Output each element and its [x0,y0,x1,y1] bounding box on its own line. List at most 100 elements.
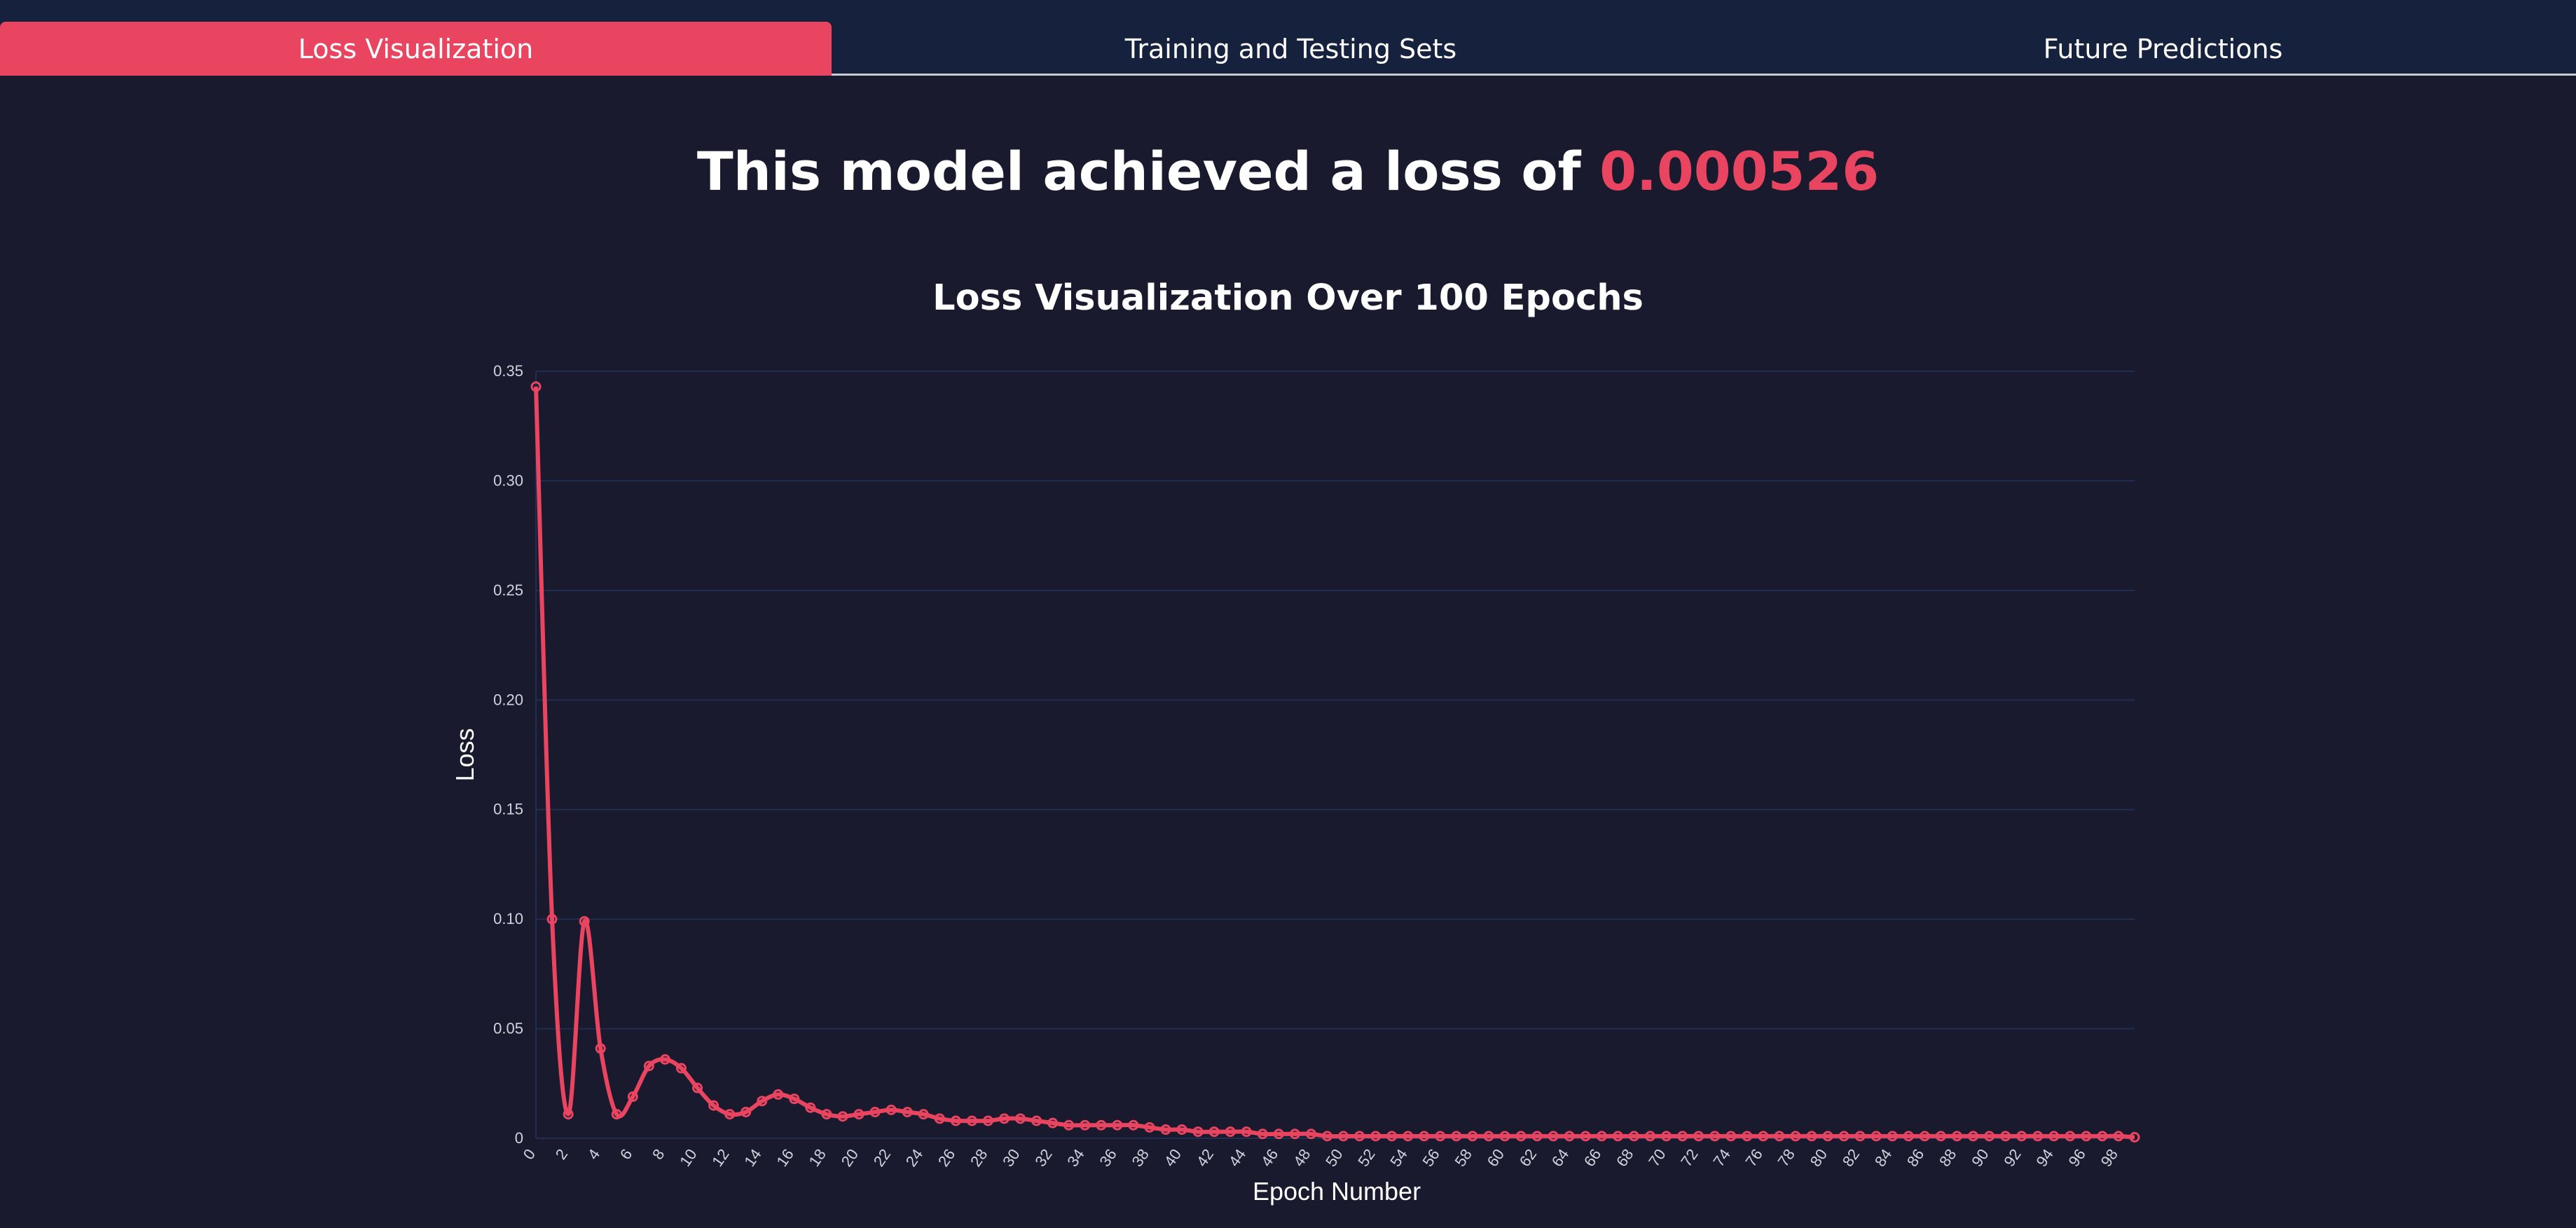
loss-data-point [595,1043,606,1054]
x-tick-label: 78 [1775,1146,1799,1170]
loss-data-point [918,1109,929,1120]
loss-data-point [1628,1131,1639,1142]
chart-title: Loss Visualization Over 100 Epochs [932,277,1644,319]
loss-data-point [1758,1131,1769,1142]
loss-data-point [805,1102,816,1113]
y-tick-label: 0.15 [493,801,523,818]
loss-data-point [1903,1131,1914,1142]
loss-data-point [1531,1131,1543,1142]
x-tick-label: 84 [1871,1146,1896,1170]
x-tick-label: 26 [935,1146,959,1170]
loss-data-point [708,1100,719,1111]
loss-data-point [1386,1131,1398,1142]
x-tick-label: 22 [870,1146,895,1170]
loss-data-point [741,1106,752,1117]
tab-loss-visualization[interactable]: Loss Visualization [0,22,832,76]
x-tick-label: 76 [1742,1146,1766,1170]
x-tick-label: 34 [1063,1146,1088,1170]
loss-data-point [692,1082,703,1094]
x-tick-label: 12 [708,1146,733,1170]
loss-data-point [1742,1131,1753,1142]
loss-data-point [1273,1129,1284,1140]
loss-data-point [1289,1129,1300,1140]
loss-data-point [1192,1126,1204,1138]
loss-data-point [1967,1131,1978,1142]
loss-data-point [1709,1131,1721,1142]
loss-data-point [1499,1131,1510,1142]
loss-data-point [1548,1131,1559,1142]
x-tick-label: 10 [676,1146,701,1170]
y-tick-label: 0.25 [493,581,523,599]
x-tick-label: 14 [741,1146,765,1170]
loss-data-point [1112,1119,1123,1131]
loss-data-point [1919,1131,1930,1142]
loss-data-point [1838,1131,1850,1142]
loss-data-point [1403,1131,1414,1142]
loss-data-point [821,1109,832,1120]
loss-data-point [982,1115,993,1126]
x-tick-label: 64 [1548,1146,1573,1170]
x-tick-label: 44 [1225,1146,1250,1170]
x-tick-label: 42 [1193,1146,1218,1170]
loss-data-point [579,916,590,927]
x-tick-label: 2 [552,1146,572,1163]
loss-data-point [1257,1129,1268,1140]
x-tick-label: 82 [1839,1146,1864,1170]
y-tick-label: 0.30 [493,471,523,489]
loss-data-point [1208,1126,1220,1138]
loss-data-point [1370,1131,1382,1142]
loss-data-point [1015,1113,1026,1124]
loss-data-point [546,913,558,925]
x-tick-label: 90 [1968,1146,1992,1170]
x-tick-label: 50 [1322,1146,1346,1170]
y-tick-label: 0.20 [493,691,523,708]
y-tick-label: 0.10 [493,910,523,927]
loss-data-point [2032,1131,2044,1142]
loss-data-point [2129,1131,2140,1143]
loss-data-point [659,1054,670,1065]
loss-data-point [1854,1131,1866,1142]
x-tick-label: 58 [1452,1146,1476,1170]
x-tick-label: 24 [902,1146,927,1170]
y-tick-label: 0 [515,1129,523,1147]
x-tick-label: 94 [2032,1146,2057,1170]
tab-training-and-testing-sets[interactable]: Training and Testing Sets [1124,33,1457,64]
y-tick-label: 0.35 [493,362,523,380]
loss-data-point [611,1109,622,1120]
loss-series-line [534,386,2135,1140]
loss-data-point [1080,1119,1091,1131]
loss-data-point [1790,1131,1801,1142]
loss-data-point [1774,1131,1785,1142]
loss-data-point [627,1091,638,1103]
x-tick-label: 56 [1419,1146,1443,1170]
loss-data-point [950,1115,961,1126]
x-tick-label: 30 [999,1146,1024,1170]
x-tick-label: 98 [2098,1146,2122,1170]
loss-data-point [1176,1124,1187,1135]
loss-headline-text: This model achieved a loss of [696,140,1600,202]
loss-value: 0.000526 [1599,140,1880,202]
tab-future-predictions[interactable]: Future Predictions [2043,33,2283,64]
y-axis-title: Loss [450,728,479,781]
loss-data-point [1225,1126,1236,1138]
x-tick-label: 68 [1613,1146,1637,1170]
x-tick-label: 96 [2065,1146,2089,1170]
x-tick-label: 40 [1161,1146,1185,1170]
x-tick-label: 62 [1516,1146,1541,1170]
x-tick-label: 92 [2000,1146,2025,1170]
x-tick-label: 60 [1484,1146,1508,1170]
loss-data-point [1451,1131,1462,1142]
loss-data-point [1677,1131,1688,1142]
x-tick-label: 70 [1645,1146,1669,1170]
loss-data-point [886,1104,897,1115]
x-tick-label: 46 [1258,1146,1282,1170]
loss-data-point [1031,1115,1042,1126]
loss-data-point [853,1109,865,1120]
loss-data-point [1160,1124,1171,1135]
x-tick-label: 54 [1386,1146,1411,1170]
x-tick-label: 72 [1677,1146,1702,1170]
x-tick-label: 52 [1354,1146,1379,1170]
loss-data-point [724,1109,736,1120]
loss-data-point [2065,1131,2076,1142]
loss-data-point [643,1061,654,1072]
